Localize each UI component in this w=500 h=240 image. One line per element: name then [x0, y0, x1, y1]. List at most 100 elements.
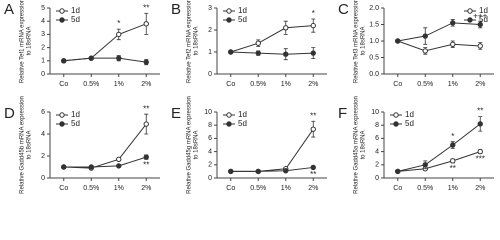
y-axis-label: Relative Tef1 mRNA expression — [20, 0, 26, 83]
y-tick-label: 2 — [41, 44, 45, 51]
y-tick-label: 8 — [208, 122, 212, 129]
series-line — [230, 128, 314, 172]
x-tick-label: Co — [59, 81, 68, 88]
y-tick-label: 1 — [41, 58, 45, 65]
y-tick-label: 6 — [208, 135, 212, 142]
data-point — [450, 20, 456, 26]
data-point — [283, 168, 289, 174]
data-point — [228, 168, 234, 175]
y-axis-label: to 18sRNA — [27, 130, 33, 159]
legend-marker — [59, 8, 65, 14]
panel-letter: D — [4, 105, 15, 122]
x-tick-label: Co — [226, 185, 235, 192]
y-axis-label: to 18sRNA — [361, 130, 367, 159]
y-axis-label: to 18sRNA — [27, 26, 33, 55]
y-tick-label: 2.0 — [369, 5, 379, 12]
significance-note: ** — [310, 170, 316, 179]
data-point — [477, 121, 483, 127]
y-tick-label: 0 — [41, 71, 45, 78]
data-point — [283, 51, 289, 57]
significance-note: ** — [143, 160, 149, 169]
x-tick-label: 2% — [141, 185, 151, 192]
x-tick-label: 2% — [475, 81, 485, 88]
legend-label: 1d — [479, 6, 488, 15]
data-point — [61, 58, 67, 64]
legend-label: 5d — [71, 15, 80, 24]
y-axis-label: Relative Gadd45g mRNA expression — [187, 96, 193, 194]
legend-marker — [393, 121, 399, 127]
data-point — [422, 162, 428, 168]
y-tick-label: 0 — [208, 175, 212, 182]
y-tick-label: 10 — [371, 109, 379, 116]
series-line — [397, 123, 481, 172]
y-tick-label: 6 — [375, 135, 379, 142]
legend-label: 5d — [405, 119, 414, 128]
x-tick-label: Co — [393, 185, 402, 192]
panel-letter: E — [171, 105, 181, 122]
data-point — [310, 126, 316, 132]
series-line — [397, 22, 481, 42]
significance-note: *** — [476, 155, 485, 164]
x-tick-label: 0.5% — [250, 185, 266, 192]
x-tick-label: 0.5% — [83, 185, 99, 192]
y-tick-label: 4 — [375, 148, 379, 155]
legend-marker — [226, 112, 232, 118]
legend-marker — [393, 112, 399, 118]
panel-letter: A — [4, 1, 14, 18]
y-tick-label: 5 — [41, 5, 45, 12]
x-tick-label: 2% — [308, 185, 318, 192]
y-tick-label: 1.5 — [369, 21, 379, 28]
data-point — [422, 48, 428, 54]
data-point — [450, 158, 456, 164]
data-point — [422, 33, 428, 39]
x-tick-label: 1% — [114, 81, 124, 88]
y-tick-label: 4 — [41, 18, 45, 25]
data-point — [395, 168, 401, 175]
x-tick-label: 1% — [448, 185, 458, 192]
panel-letter: C — [338, 1, 349, 18]
y-axis-label: to 18sRNA — [194, 130, 200, 159]
figure: A Relative Tef1 mRNA expression to 18sRNA0… — [4, 0, 494, 194]
x-tick-label: 1% — [281, 81, 291, 88]
x-tick-label: 0.5% — [417, 185, 433, 192]
data-point — [283, 25, 289, 31]
panel-letter: F — [338, 105, 347, 122]
y-tick-label: 6 — [41, 109, 45, 116]
y-tick-label: 10 — [204, 109, 212, 116]
data-point — [310, 22, 316, 29]
data-point — [88, 55, 94, 61]
legend-label: 5d — [71, 119, 80, 128]
y-axis-label: Relative Tef2 mRNA expression — [187, 0, 193, 83]
significance-note: ** — [310, 111, 316, 120]
y-tick-label: 3 — [208, 5, 212, 12]
legend-label: 5d — [479, 15, 488, 24]
y-tick-label: 0.0 — [369, 71, 379, 78]
legend-marker — [59, 112, 65, 118]
y-tick-label: 2 — [375, 162, 379, 169]
significance-note: ** — [450, 164, 456, 173]
legend-label: 1d — [238, 6, 247, 15]
data-point — [255, 50, 261, 56]
legend-label: 1d — [238, 110, 247, 119]
legend-marker — [226, 17, 232, 23]
y-tick-label: 1 — [208, 49, 212, 56]
series-line — [63, 156, 147, 168]
y-axis-label: Relative Gadd45b mRNA expression — [20, 96, 26, 194]
data-point — [61, 164, 67, 170]
series-line — [230, 51, 314, 55]
y-tick-label: 2 — [41, 153, 45, 160]
y-axis-label: to 18sRNA — [361, 26, 367, 55]
data-point — [310, 164, 316, 171]
data-point — [450, 41, 456, 47]
x-tick-label: Co — [226, 81, 235, 88]
legend-marker — [59, 121, 65, 127]
significance-note: +++ — [473, 11, 487, 20]
data-point — [255, 40, 261, 46]
significance-note: ** — [143, 3, 149, 12]
data-point — [477, 43, 483, 49]
y-tick-label: 2 — [208, 27, 212, 34]
significance-note: ** — [143, 104, 149, 113]
y-tick-label: 3 — [41, 31, 45, 38]
legend-marker — [467, 8, 473, 14]
data-point — [116, 163, 122, 169]
